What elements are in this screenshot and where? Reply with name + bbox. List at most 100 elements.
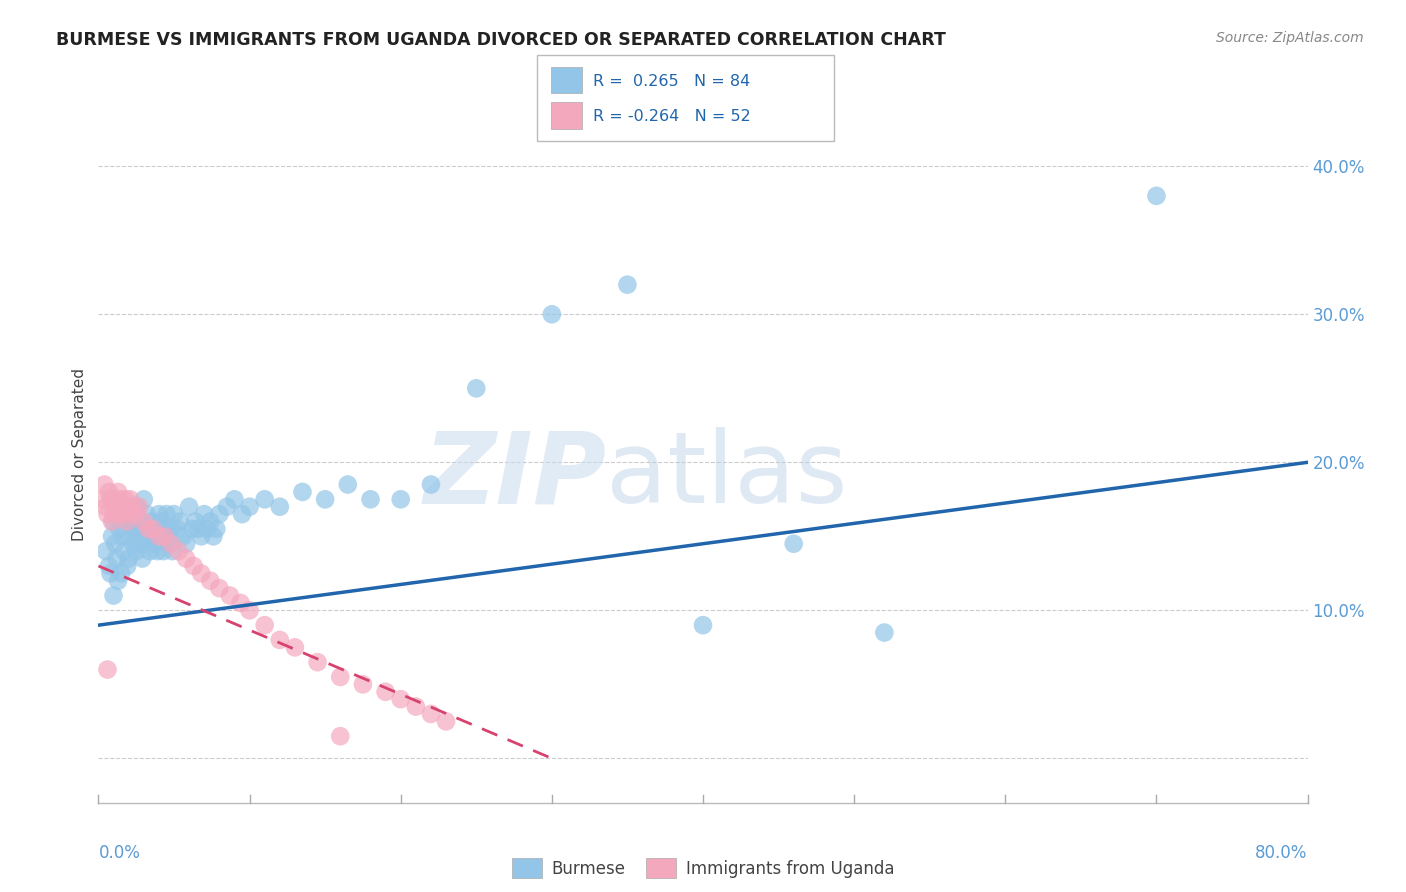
Point — [104, 492, 127, 507]
Point — [135, 507, 157, 521]
Point — [134, 522, 156, 536]
Point — [125, 507, 148, 521]
Point — [122, 500, 145, 514]
Point — [103, 589, 125, 603]
Point — [96, 663, 118, 677]
Text: BURMESE VS IMMIGRANTS FROM UGANDA DIVORCED OR SEPARATED CORRELATION CHART: BURMESE VS IMMIGRANTS FROM UGANDA DIVORC… — [56, 31, 946, 49]
Point — [145, 522, 167, 536]
Point — [172, 529, 194, 543]
Point — [195, 522, 218, 536]
Point — [132, 537, 155, 551]
Point — [94, 544, 117, 558]
Point — [239, 603, 262, 617]
Point — [163, 507, 186, 521]
Point — [148, 529, 170, 543]
Point — [205, 522, 228, 536]
Point — [200, 574, 222, 588]
Point — [208, 581, 231, 595]
Point — [121, 515, 143, 529]
Point — [360, 492, 382, 507]
Point — [120, 492, 142, 507]
Point — [152, 544, 174, 558]
Point — [239, 500, 262, 514]
Point — [174, 537, 197, 551]
Point — [105, 551, 128, 566]
Point — [110, 500, 132, 514]
Point — [118, 507, 141, 521]
Legend: Burmese, Immigrants from Uganda: Burmese, Immigrants from Uganda — [505, 851, 901, 885]
Point — [143, 537, 166, 551]
Point — [142, 522, 165, 536]
Point — [231, 507, 253, 521]
Point — [100, 566, 122, 581]
Point — [540, 307, 562, 321]
Point — [420, 706, 443, 721]
Point — [150, 515, 173, 529]
Point — [100, 492, 122, 507]
Point — [153, 529, 176, 543]
Text: Source: ZipAtlas.com: Source: ZipAtlas.com — [1216, 31, 1364, 45]
Point — [96, 507, 118, 521]
Point — [187, 522, 209, 536]
Point — [190, 529, 212, 543]
Point — [107, 574, 129, 588]
Point — [284, 640, 307, 655]
Point — [229, 596, 252, 610]
Point — [159, 537, 181, 551]
Point — [120, 529, 142, 543]
Point — [219, 589, 242, 603]
Point — [128, 500, 150, 514]
Point — [124, 522, 146, 536]
Point — [107, 484, 129, 499]
Point — [405, 699, 427, 714]
Point — [101, 529, 124, 543]
Point — [224, 492, 246, 507]
Point — [389, 492, 412, 507]
Point — [160, 537, 183, 551]
Point — [112, 507, 135, 521]
Point — [111, 529, 134, 543]
Point — [167, 544, 190, 558]
Point — [112, 544, 135, 558]
Point — [128, 537, 150, 551]
Point — [314, 492, 336, 507]
Point — [208, 507, 231, 521]
Point — [169, 515, 191, 529]
Point — [105, 500, 128, 514]
Point — [291, 484, 314, 499]
Point — [166, 522, 188, 536]
Text: atlas: atlas — [606, 427, 848, 524]
Point — [121, 507, 143, 521]
Point — [193, 507, 215, 521]
Point — [148, 507, 170, 521]
Point — [336, 477, 359, 491]
Point — [125, 500, 148, 514]
Point — [131, 551, 153, 566]
Point — [155, 507, 177, 521]
Point — [269, 632, 291, 647]
Point — [103, 507, 125, 521]
Point — [110, 566, 132, 581]
Point — [108, 522, 131, 536]
Point — [129, 515, 152, 529]
Point — [389, 692, 412, 706]
Point — [190, 566, 212, 581]
Text: 80.0%: 80.0% — [1256, 844, 1308, 863]
Point — [156, 529, 179, 543]
Point — [162, 544, 184, 558]
Point — [374, 685, 396, 699]
Point — [94, 500, 117, 514]
Point — [103, 515, 125, 529]
Text: R =  0.265   N = 84: R = 0.265 N = 84 — [593, 74, 751, 89]
Point — [153, 522, 176, 536]
Point — [139, 544, 162, 558]
Point — [114, 515, 136, 529]
Point — [142, 529, 165, 543]
Point — [253, 492, 276, 507]
Point — [93, 477, 115, 491]
Point — [108, 507, 131, 521]
Point — [101, 515, 124, 529]
Point — [111, 500, 134, 514]
Point — [329, 729, 352, 743]
Point — [269, 500, 291, 514]
